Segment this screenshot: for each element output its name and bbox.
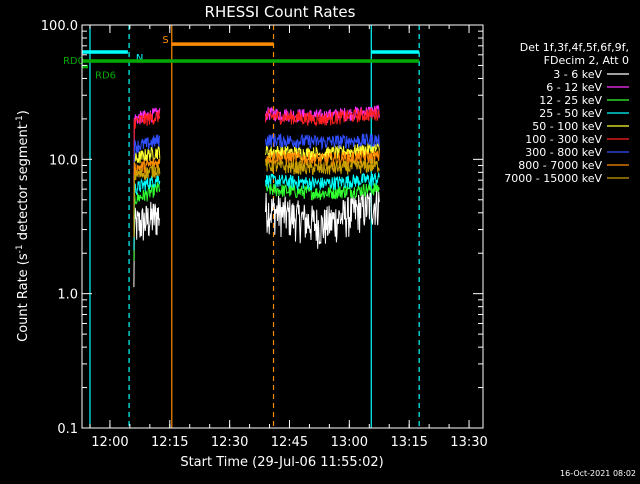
legend-item-label: 25 - 50 keV bbox=[539, 107, 602, 120]
series-line bbox=[265, 188, 380, 249]
legend-item-label: 100 - 300 keV bbox=[525, 133, 602, 146]
series-line bbox=[265, 172, 380, 191]
series-line bbox=[265, 182, 380, 201]
legend-header-line-2: FDecim 2, Att 0 bbox=[544, 54, 629, 67]
y-axis-label: Count Rate (s-1 detector segment-1) bbox=[15, 110, 31, 342]
x-tick-label: 12:15 bbox=[151, 435, 188, 450]
chart-title: RHESSI Count Rates bbox=[205, 3, 356, 21]
legend-item-label: 50 - 100 keV bbox=[532, 120, 602, 133]
series-line bbox=[133, 134, 161, 208]
y-tick-label: 1.0 bbox=[57, 288, 78, 303]
y-label-end: ) bbox=[16, 110, 31, 115]
y-tick-label: 0.1 bbox=[57, 422, 78, 437]
series-line bbox=[265, 107, 380, 127]
state-marker-label: N bbox=[136, 53, 143, 64]
series-layer bbox=[133, 104, 380, 288]
legend-item-label: 300 - 800 keV bbox=[525, 146, 602, 159]
series-line bbox=[133, 164, 161, 238]
y-label-sup-1: -1 bbox=[15, 244, 25, 253]
y-label-sup-2: -1 bbox=[15, 115, 25, 124]
y-tick-label: 10.0 bbox=[49, 153, 78, 168]
series-line bbox=[265, 149, 380, 168]
y-tick-label: 100.0 bbox=[41, 19, 78, 34]
y-label-mid: detector segment bbox=[16, 124, 31, 244]
y-axis: 100.0 10.0 1.0 0.1 bbox=[41, 19, 483, 437]
timestamp: 16-Oct-2021 08:02 bbox=[560, 469, 636, 478]
state-marker-label: RD0 bbox=[63, 56, 84, 67]
series-line bbox=[133, 145, 161, 221]
series-line bbox=[265, 158, 380, 176]
legend-item-label: 12 - 25 keV bbox=[539, 94, 602, 107]
legend-item-label: 6 - 12 keV bbox=[546, 81, 602, 94]
series-line bbox=[265, 133, 380, 151]
series-line bbox=[133, 174, 161, 251]
legend-item-label: 3 - 6 keV bbox=[553, 68, 602, 81]
y-label-main: Count Rate (s bbox=[16, 253, 31, 342]
legend-item-label: 800 - 7000 keV bbox=[518, 159, 602, 172]
plot-frame bbox=[81, 24, 484, 429]
state-marker-label: S bbox=[162, 35, 168, 46]
plot-lines bbox=[89, 25, 420, 428]
legend-header-line-1: Det 1f,3f,4f,5f,6f,9f, bbox=[520, 41, 629, 54]
x-tick-label: 12:30 bbox=[211, 435, 248, 450]
legend-item-label: 7000 - 15000 keV bbox=[504, 172, 602, 185]
marker-layer: N S RD0 RD6 bbox=[63, 35, 420, 82]
x-axis-label: Start Time (29-Jul-06 11:55:02) bbox=[180, 455, 383, 470]
x-tick-label: 13:15 bbox=[390, 435, 427, 450]
state-marker-label: RD6 bbox=[95, 71, 116, 82]
x-axis: 12:00 12:15 12:30 12:45 13:00 13:15 13:30 bbox=[89, 25, 488, 450]
x-tick-label: 13:00 bbox=[331, 435, 368, 450]
x-tick-label: 13:30 bbox=[450, 435, 487, 450]
x-tick-label: 12:45 bbox=[271, 435, 308, 450]
x-tick-label: 12:00 bbox=[91, 435, 128, 450]
series-line bbox=[133, 109, 161, 184]
series-line bbox=[133, 201, 161, 288]
legend: Det 1f,3f,4f,5f,6f,9f, FDecim 2, Att 0 3… bbox=[504, 41, 629, 185]
series-line bbox=[133, 157, 161, 231]
